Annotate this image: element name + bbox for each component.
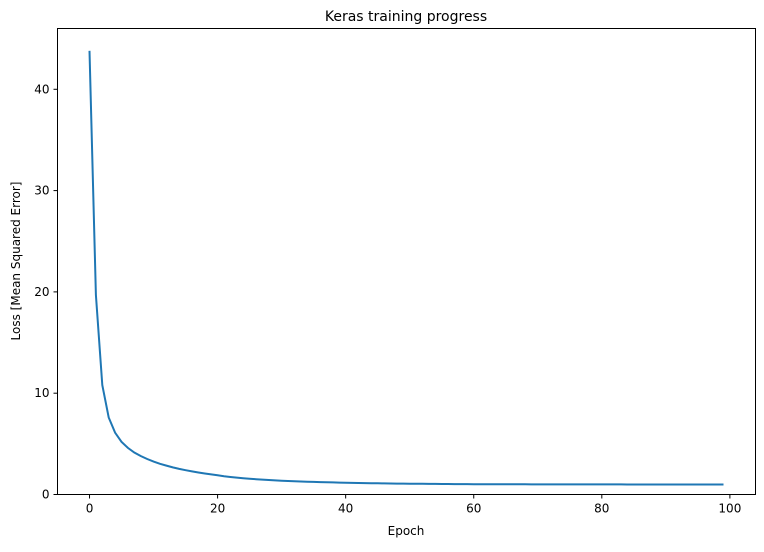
x-tick-label: 0 — [86, 502, 94, 516]
y-tick-label: 0 — [42, 488, 50, 502]
y-tick-label: 40 — [34, 82, 49, 96]
x-tick-label: 40 — [338, 502, 353, 516]
y-tick-label: 10 — [34, 386, 49, 400]
chart-title: Keras training progress — [325, 9, 487, 25]
y-tick-label: 30 — [34, 184, 49, 198]
plot-area-frame — [57, 28, 756, 495]
x-tick-label: 80 — [594, 502, 609, 516]
x-axis-label: Epoch — [388, 524, 425, 538]
x-tick-label: 100 — [718, 502, 741, 516]
x-tick-label: 60 — [466, 502, 481, 516]
y-axis-label: Loss [Mean Squared Error] — [9, 182, 23, 341]
loss-series-line — [88, 50, 724, 486]
y-tick-label: 20 — [34, 285, 49, 299]
x-tick-label: 20 — [210, 502, 225, 516]
